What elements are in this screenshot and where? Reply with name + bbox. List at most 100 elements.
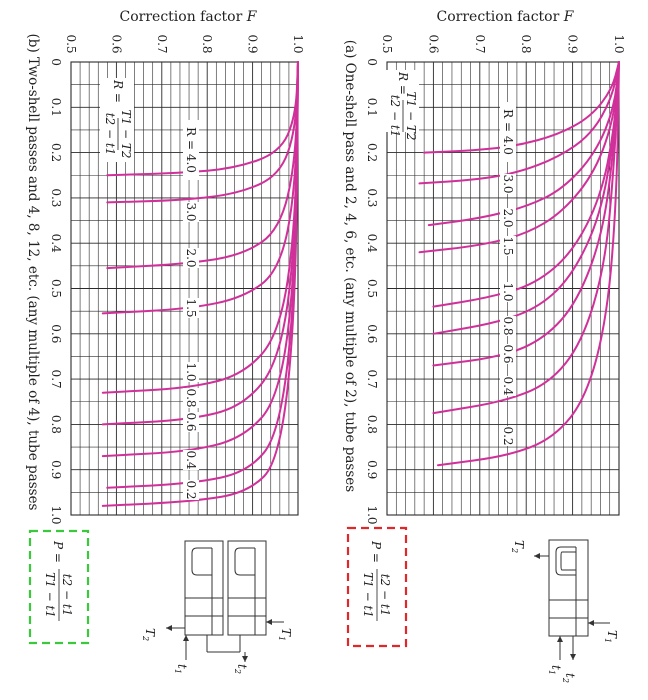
r-label-bg (500, 174, 516, 194)
y-tick-label: 0.6 (426, 34, 440, 53)
two-shell-exchanger-diagram (166, 540, 284, 662)
r-label: 0.6 (501, 344, 515, 363)
r-label: 0.8 (184, 388, 198, 407)
x-tick-label: 0.4 (365, 234, 379, 253)
x-tick-label: 0.8 (365, 415, 379, 434)
label-T1-a: T1 (603, 630, 619, 643)
r-label-bg (500, 208, 516, 228)
x-tick-label: 1.0 (365, 505, 379, 524)
x-tick-label: 0.1 (365, 98, 379, 117)
r-label: 2.0 (501, 208, 515, 227)
y-tick-label: 0.8 (200, 34, 214, 53)
label-T1-b: T1 (277, 628, 293, 641)
r-label-bg (500, 376, 516, 396)
r-formula-numerator: T1 − T2 (119, 110, 133, 159)
p-formula-lhs: P = (51, 540, 65, 563)
p-formula-lhs: P = (369, 540, 383, 563)
panel-b-series (101, 61, 299, 507)
r-label-bg (500, 426, 516, 446)
curve-1.5 (418, 61, 620, 254)
x-tick-label: 0 (49, 58, 63, 66)
r-label-bg (183, 450, 199, 470)
x-tick-label: 0.5 (365, 279, 379, 298)
r-label-bg (183, 248, 199, 268)
panel-b-r-labels: R = 4.0 3.0 2.0 1.5 1.0 0.8 0.6 0.4 0.2 (183, 120, 199, 500)
x-tick-label: 0.7 (365, 370, 379, 389)
curve-0.2 (437, 61, 620, 467)
panel-a-title: Correction factor F (437, 9, 575, 25)
r-label: 0.2 (501, 426, 515, 445)
panel-a-r-formula: R = T1 − T2 t2 − t1 (385, 70, 419, 140)
r-label: 0.4 (184, 450, 198, 469)
x-tick-label: 0.1 (49, 98, 63, 117)
r-label: R = 4.0 (184, 127, 198, 173)
panel-b-x-ticks: 0 0.1 0.2 0.3 0.4 0.5 0.6 0.7 0.8 0.9 1.0 (49, 58, 63, 524)
x-tick-label: 0.8 (49, 415, 63, 434)
chart-panel-b: Correction factor F 0.5 0.6 0.7 0.8 0.9 1.0 0… (25, 9, 305, 674)
curve-3.0 (106, 61, 299, 204)
r-label-bg (500, 236, 516, 256)
y-tick-label: 0.9 (566, 34, 580, 53)
two-shell-flow-arrows (166, 619, 272, 662)
r-label: 2.0 (184, 248, 198, 267)
r-formula-denominator: t2 − t1 (103, 113, 117, 156)
r-label-bg (183, 298, 199, 318)
panel-b-p-formula-box: P = t2 − t1 T1 − t1 (28, 529, 90, 645)
r-label-bg (183, 412, 199, 432)
x-tick-label: 0.2 (365, 143, 379, 162)
r-label-bg (500, 344, 516, 364)
curve-0.2 (101, 61, 299, 507)
y-tick-label: 0.9 (246, 34, 260, 53)
label-T2-b: T2 (141, 628, 157, 641)
panel-a-caption: (a) One-shell pass and 2, 4, 6, etc. (an… (342, 40, 358, 492)
y-tick-label: 0.8 (519, 34, 533, 53)
r-label-bg (183, 202, 199, 222)
panel-b-r-formula: R = T1 − T2 t2 − t1 (100, 78, 134, 162)
p-formula-denominator: T1 − t1 (361, 572, 375, 618)
r-label: 0.4 (501, 376, 515, 395)
x-tick-label: 0.4 (49, 234, 63, 253)
curve-2.0 (106, 61, 299, 270)
y-tick-label: 0.7 (155, 34, 169, 53)
r-label-bg (183, 480, 199, 500)
r-formula-numerator: T1 − T2 (404, 92, 418, 141)
panel-b-caption: (b) Two-shell passes and 4, 8, 12, etc. … (25, 34, 41, 511)
r-label: 1.5 (184, 298, 198, 317)
x-tick-label: 0.5 (49, 279, 63, 298)
panel-a-p-formula-box: P = t2 − t1 T1 − t1 (346, 526, 408, 648)
curve-0.4 (432, 61, 620, 415)
r-label-bg (183, 362, 199, 382)
label-t1-a: t1 (547, 665, 563, 675)
x-tick-label: 0.6 (49, 324, 63, 343)
panel-b-y-ticks: 0.5 0.6 0.7 0.8 0.9 1.0 (64, 34, 305, 53)
panel-a-series (418, 61, 620, 467)
y-tick-label: 0.7 (473, 34, 487, 53)
r-label: 0.6 (184, 412, 198, 431)
label-t2-b: t2 (233, 664, 249, 674)
x-tick-label: 0.6 (365, 324, 379, 343)
y-tick-label: 0.6 (109, 34, 123, 53)
r-formula-lhs: R = (111, 79, 125, 103)
label-T2-a: T2 (510, 540, 526, 553)
x-tick-label: 0.3 (49, 188, 63, 207)
panel-a-x-ticks: 0 0.1 0.2 0.3 0.4 0.5 0.6 0.7 0.8 0.9 1.0 (365, 58, 379, 524)
p-formula-numerator: t2 − t1 (60, 574, 74, 617)
panel-b-title: Correction factor F (120, 9, 258, 25)
r-label-bg (500, 102, 516, 162)
x-tick-label: 0.2 (49, 143, 63, 162)
r-label: 1.0 (501, 282, 515, 301)
chart-panel-a: Correction factor F 0.5 0.6 0.7 0.8 0.9 1.0 0… (342, 9, 626, 683)
curve-4.0 (106, 61, 299, 177)
x-tick-label: 1.0 (49, 505, 63, 524)
p-formula-denominator: T1 − t1 (43, 572, 57, 618)
panel-a-r-labels: R = 4.0 3.0 2.0 1.5 1.0 0.8 0.6 0.4 0.2 (500, 102, 516, 446)
panel-a-y-ticks: 0.5 0.6 0.7 0.8 0.9 1.0 (380, 34, 626, 53)
r-label: 0.2 (184, 480, 198, 499)
x-tick-label: 0.9 (365, 460, 379, 479)
r-label: 0.8 (501, 316, 515, 335)
x-tick-label: 0.9 (49, 460, 63, 479)
r-formula-lhs: R = (396, 71, 410, 95)
r-label-bg (183, 120, 199, 180)
curve-3.0 (418, 61, 620, 185)
